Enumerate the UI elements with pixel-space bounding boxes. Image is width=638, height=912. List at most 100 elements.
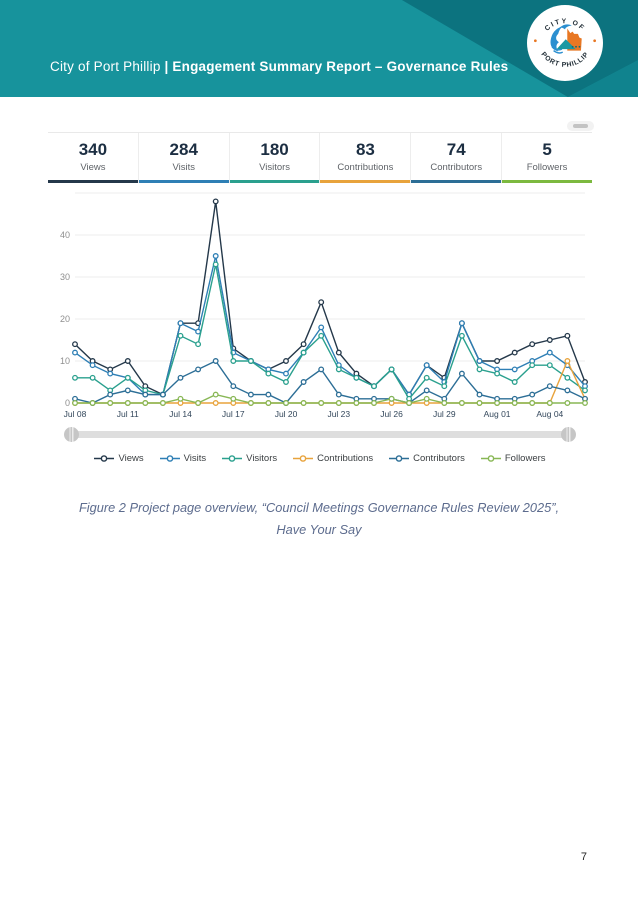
x-tick-label: Jul 11 bbox=[117, 409, 139, 419]
legend-label: Contributors bbox=[413, 453, 465, 464]
data-point-marker bbox=[124, 400, 131, 406]
logo-right-dot-icon bbox=[593, 39, 597, 43]
data-point-marker bbox=[283, 379, 289, 385]
data-point-marker bbox=[89, 400, 96, 406]
legend-item-visitors[interactable]: Visitors bbox=[222, 453, 277, 464]
legend-item-contributions[interactable]: Contributions bbox=[293, 453, 373, 464]
data-point-marker bbox=[195, 341, 202, 348]
data-point-marker bbox=[458, 320, 465, 327]
data-point-marker bbox=[230, 383, 237, 390]
slider-track[interactable] bbox=[72, 431, 568, 438]
stat-underline bbox=[229, 180, 320, 183]
data-point-marker bbox=[529, 391, 536, 398]
data-point-marker bbox=[353, 374, 360, 381]
data-point-marker bbox=[423, 362, 430, 369]
data-point-marker bbox=[107, 400, 114, 406]
stat-tab-contributions[interactable]: 83 Contributions bbox=[319, 133, 411, 183]
header-title-regular: City of Port Phillip bbox=[50, 59, 165, 74]
figure-caption-line2: Have Your Say bbox=[276, 522, 362, 538]
legend-item-visits[interactable]: Visits bbox=[159, 453, 206, 464]
data-point-marker bbox=[142, 400, 149, 406]
legend-label: Followers bbox=[504, 453, 546, 464]
logo-left-dot-icon bbox=[533, 39, 537, 43]
data-point-marker bbox=[247, 358, 254, 364]
stat-tab-contributors[interactable]: 74 Contributors bbox=[410, 133, 502, 183]
series-contributors bbox=[72, 358, 588, 406]
date-range-slider[interactable] bbox=[62, 425, 578, 443]
data-point-marker bbox=[476, 400, 483, 406]
logo-mountain-icon bbox=[556, 39, 576, 50]
data-point-marker bbox=[283, 400, 289, 406]
data-point-marker bbox=[476, 358, 483, 364]
legend-item-contributors[interactable]: Contributors bbox=[389, 453, 465, 464]
stat-tab-views[interactable]: 340 Views bbox=[48, 133, 138, 183]
x-tick-label: Jul 26 bbox=[380, 409, 403, 419]
data-point-marker bbox=[335, 400, 342, 406]
legend-marker-icon bbox=[159, 455, 180, 462]
data-point-marker bbox=[142, 391, 149, 398]
data-point-marker bbox=[529, 400, 536, 406]
stat-value: 5 bbox=[542, 140, 552, 159]
data-point-marker bbox=[177, 395, 184, 402]
series-followers bbox=[72, 391, 588, 406]
stat-tab-visitors[interactable]: 180 Visitors bbox=[228, 133, 320, 183]
data-point-marker bbox=[546, 337, 553, 343]
data-point-marker bbox=[564, 332, 571, 339]
stat-label: Views bbox=[80, 162, 106, 173]
logo-badge-icon: CITY OF PORT PHILLIP bbox=[527, 5, 603, 81]
data-point-marker bbox=[388, 395, 395, 402]
data-point-marker bbox=[546, 349, 553, 356]
data-point-marker bbox=[353, 400, 360, 406]
data-point-marker bbox=[494, 400, 501, 406]
logo-dots-icon bbox=[571, 45, 581, 48]
data-point-marker bbox=[283, 358, 289, 364]
stat-label: Visitors bbox=[259, 162, 291, 173]
widget-scrollbar-thumb[interactable] bbox=[573, 124, 588, 128]
data-point-marker bbox=[511, 379, 518, 385]
data-point-marker bbox=[124, 358, 131, 364]
slider-handle-left[interactable] bbox=[64, 427, 79, 442]
data-point-marker bbox=[441, 383, 448, 390]
engagement-widget: 340 Views 284 Visits 180 Visitors 83 Contributi… bbox=[48, 120, 594, 464]
data-point-marker bbox=[177, 374, 184, 381]
legend-label: Views bbox=[118, 453, 144, 464]
slider-handle-right[interactable] bbox=[561, 427, 576, 442]
stat-underline bbox=[502, 180, 592, 183]
data-point-marker bbox=[318, 324, 325, 331]
data-point-marker bbox=[529, 341, 536, 348]
stat-tab-visits[interactable]: 284 Visits bbox=[137, 133, 229, 183]
stat-tab-followers[interactable]: 5 Followers bbox=[501, 133, 592, 183]
figure-caption-line1: Figure 2 Project page overview, “Council… bbox=[78, 500, 560, 515]
stat-label: Contributors bbox=[430, 162, 483, 173]
data-point-marker bbox=[177, 332, 184, 339]
data-point-marker bbox=[546, 383, 553, 390]
engagement-chart[interactable]: 0 10 20 30 40 Jul 08 Jul 11 Jul 14 Jul 17 Jul 20 J… bbox=[48, 188, 592, 423]
data-point-marker bbox=[177, 320, 184, 327]
data-point-marker bbox=[476, 391, 483, 398]
legend-marker-icon bbox=[480, 455, 501, 462]
stat-label: Followers bbox=[526, 162, 568, 173]
data-point-marker bbox=[458, 370, 465, 377]
data-point-marker bbox=[564, 374, 571, 381]
x-tick-label: Aug 01 bbox=[484, 409, 511, 419]
chart-legend: Views Visits Visitors Contributions Contribu… bbox=[48, 453, 592, 464]
data-point-marker bbox=[72, 400, 78, 406]
stat-underline bbox=[48, 180, 138, 183]
data-point-marker bbox=[318, 400, 325, 406]
page-number: 7 bbox=[580, 851, 587, 863]
legend-item-followers[interactable]: Followers bbox=[480, 453, 546, 464]
legend-label: Visitors bbox=[246, 453, 278, 464]
series-line bbox=[74, 201, 586, 396]
data-point-marker bbox=[582, 400, 588, 406]
data-point-marker bbox=[265, 400, 272, 406]
data-point-marker bbox=[564, 387, 571, 394]
data-point-marker bbox=[494, 370, 501, 377]
data-point-marker bbox=[72, 374, 78, 381]
data-point-marker bbox=[458, 400, 465, 406]
x-tick-label: Jul 08 bbox=[64, 409, 87, 419]
data-point-marker bbox=[300, 349, 307, 356]
widget-scrollbar[interactable] bbox=[567, 121, 594, 131]
legend-item-views[interactable]: Views bbox=[94, 453, 144, 464]
data-point-marker bbox=[300, 379, 307, 385]
stat-underline bbox=[411, 180, 502, 183]
